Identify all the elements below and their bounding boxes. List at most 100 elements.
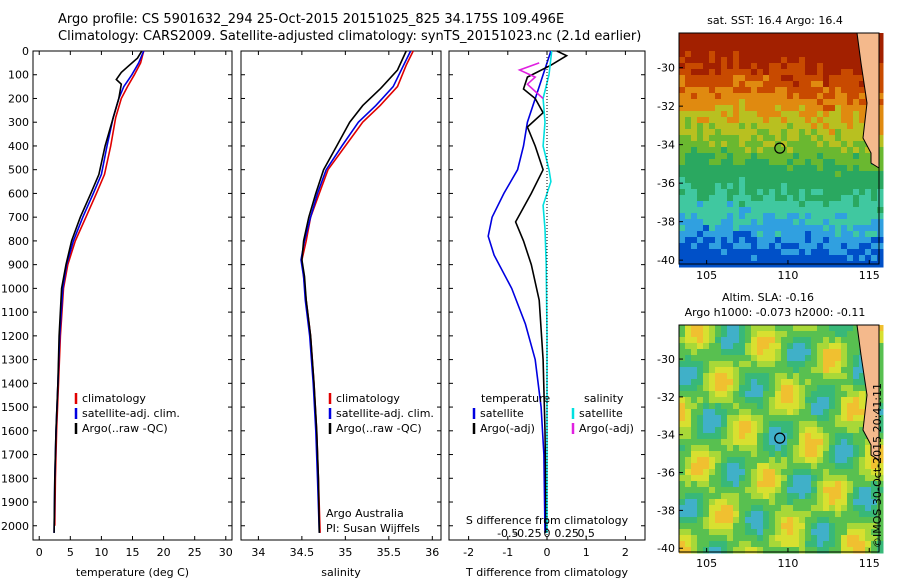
sst-map-lon-label: 105 <box>696 269 717 282</box>
sst-map-cell <box>847 75 854 82</box>
sst-map-cell <box>679 69 686 76</box>
sla-map-cell <box>877 505 884 512</box>
sst-map-cell <box>799 231 806 238</box>
sla-map-cell <box>805 403 812 410</box>
sla-map-cell <box>847 421 854 428</box>
sst-map-cell <box>811 105 818 112</box>
sla-map-cell <box>859 487 866 494</box>
sst-map-cell <box>823 207 830 214</box>
sla-map-cell <box>679 325 686 332</box>
sst-map-cell <box>787 135 794 142</box>
sst-map-cell <box>745 51 752 58</box>
sla-map-cell <box>793 535 800 542</box>
sla-map-cell <box>745 469 752 476</box>
sla-map-cell <box>847 499 854 506</box>
sst-map-cell <box>763 237 770 244</box>
sla-map-cell <box>715 475 722 482</box>
sla-map-cell <box>763 535 770 542</box>
sla-map-cell <box>751 349 758 356</box>
sst-map-cell <box>679 225 686 232</box>
sst-map-cell <box>721 189 728 196</box>
sla-map-cell <box>733 463 740 470</box>
sla-map-cell <box>781 445 788 452</box>
sla-map-cell <box>823 373 830 380</box>
sla-map-cell <box>835 457 842 464</box>
sst-map-cell <box>865 213 872 220</box>
sla-map-cell <box>709 427 716 434</box>
sla-map-cell <box>733 415 740 422</box>
sla-map-cell <box>871 541 878 548</box>
sst-map-cell <box>865 147 872 154</box>
sst-map-cell <box>787 33 794 40</box>
sla-map-cell <box>721 451 728 458</box>
sla-map-cell <box>853 355 860 362</box>
sst-map-cell <box>697 213 704 220</box>
sla-map-cell <box>721 547 728 554</box>
sst-map-cell <box>877 261 884 268</box>
sst-map-cell <box>715 93 722 100</box>
sla-map-cell <box>817 331 824 338</box>
sst-map-cell <box>823 141 830 148</box>
sla-map-cell <box>841 451 848 458</box>
sla-map-cell <box>847 391 854 398</box>
sla-map-cell <box>745 379 752 386</box>
temperature-xtick-label: 0 <box>36 546 43 559</box>
sla-map-cell <box>811 415 818 422</box>
sla-map-cell <box>835 541 842 548</box>
sst-map-cell <box>781 213 788 220</box>
sst-map-cell <box>817 225 824 232</box>
sla-map-cell <box>775 523 782 530</box>
sst-map-cell <box>877 69 884 76</box>
sst-map-cell <box>841 69 848 76</box>
sst-map-cell <box>685 147 692 154</box>
sst-map-cell <box>853 255 860 262</box>
sst-map-cell <box>835 171 842 178</box>
sst-map-cell <box>757 231 764 238</box>
sla-map-cell <box>685 493 692 500</box>
sla-map-cell <box>757 469 764 476</box>
sla-map-cell <box>703 397 710 404</box>
sla-map-cell <box>799 409 806 416</box>
sst-map-cell <box>877 129 884 136</box>
sla-map-cell <box>829 445 836 452</box>
sst-map-cell <box>859 225 866 232</box>
sla-map-cell <box>835 547 842 554</box>
sst-map-cell <box>841 153 848 160</box>
sla-map-cell <box>811 421 818 428</box>
sla-map-cell <box>799 349 806 356</box>
sst-map-cell <box>763 93 770 100</box>
sla-map-cell <box>877 499 884 506</box>
sla-map-cell <box>781 367 788 374</box>
sst-map-cell <box>739 81 746 88</box>
sla-map-cell <box>811 505 818 512</box>
sla-map-cell <box>823 337 830 344</box>
sst-map-cell <box>691 135 698 142</box>
sla-map-cell <box>751 445 758 452</box>
sst-map-cell <box>733 243 740 250</box>
sla-map-cell <box>685 421 692 428</box>
sst-map-cell <box>769 129 776 136</box>
sla-map-cell <box>685 385 692 392</box>
sst-map-cell <box>763 195 770 202</box>
sst-map-cell <box>697 165 704 172</box>
sst-map-cell <box>823 123 830 130</box>
sla-map-cell <box>697 385 704 392</box>
sst-map-cell <box>763 219 770 226</box>
sst-map-cell <box>763 225 770 232</box>
sst-map-cell <box>841 159 848 166</box>
sst-map-cell <box>793 87 800 94</box>
sst-map-cell <box>865 237 872 244</box>
sla-map-cell <box>847 475 854 482</box>
sst-map-cell <box>745 159 752 166</box>
sst-map-cell <box>733 195 740 202</box>
sla-map-cell <box>829 529 836 536</box>
sst-map-cell <box>793 225 800 232</box>
sla-map-cell <box>841 331 848 338</box>
sst-map-cell <box>727 147 734 154</box>
sst-map-cell <box>763 177 770 184</box>
sst-map-cell <box>829 105 836 112</box>
sla-map-cell <box>697 415 704 422</box>
sla-map-cell <box>817 445 824 452</box>
sst-map-cell <box>859 237 866 244</box>
sla-map-cell <box>865 481 872 488</box>
